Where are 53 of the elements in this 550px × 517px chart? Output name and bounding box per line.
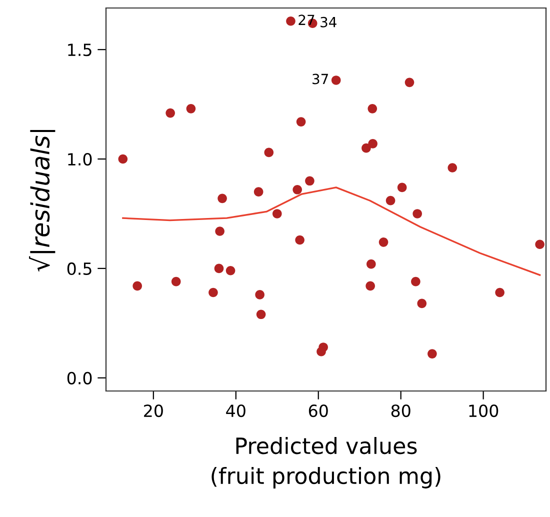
annotation: 27 (298, 14, 314, 25)
point (386, 196, 396, 206)
point (295, 235, 304, 245)
point (362, 143, 371, 153)
point (368, 139, 378, 148)
point (305, 176, 314, 186)
y-tick-label: 0.0 (67, 372, 92, 384)
point (226, 266, 236, 276)
y-axis-title: √|residuals| (29, 130, 56, 272)
point (404, 78, 414, 88)
y-tick-label: 1.0 (68, 152, 92, 166)
point (256, 310, 266, 320)
point (171, 276, 181, 286)
point (417, 298, 427, 308)
point (411, 276, 420, 286)
x-axis-title: Predicted values (fruit production mg) (212, 436, 440, 488)
point (286, 16, 296, 26)
point (378, 238, 388, 247)
point (366, 259, 376, 269)
x-tick-label: 40 (226, 404, 246, 418)
point (264, 148, 274, 158)
x-tick-label: 100 (469, 404, 498, 418)
point (412, 209, 422, 218)
annotation: 37 (312, 74, 328, 84)
y-tick-label: 0.5 (67, 262, 92, 276)
point (292, 184, 302, 194)
point (118, 154, 128, 164)
point (166, 108, 175, 118)
x-tick-label: 20 (144, 404, 163, 418)
x-tick-label: 80 (391, 404, 410, 418)
point (218, 194, 227, 204)
point (366, 281, 375, 291)
point (296, 117, 306, 126)
point (428, 349, 437, 358)
point (214, 264, 224, 274)
point (495, 288, 504, 298)
point (132, 281, 142, 291)
point (535, 240, 544, 250)
x-tick-label: 60 (308, 404, 328, 418)
line-series (122, 186, 541, 276)
point (254, 187, 264, 196)
point (272, 209, 282, 218)
point (215, 226, 224, 236)
point (186, 104, 196, 114)
annotation: 34 (320, 16, 336, 28)
point (368, 104, 378, 114)
point (318, 342, 328, 352)
point (448, 163, 458, 172)
point (255, 290, 264, 300)
point (331, 76, 341, 85)
point (397, 182, 407, 192)
point (208, 288, 218, 298)
y-tick-label: 1.5 (68, 44, 92, 56)
